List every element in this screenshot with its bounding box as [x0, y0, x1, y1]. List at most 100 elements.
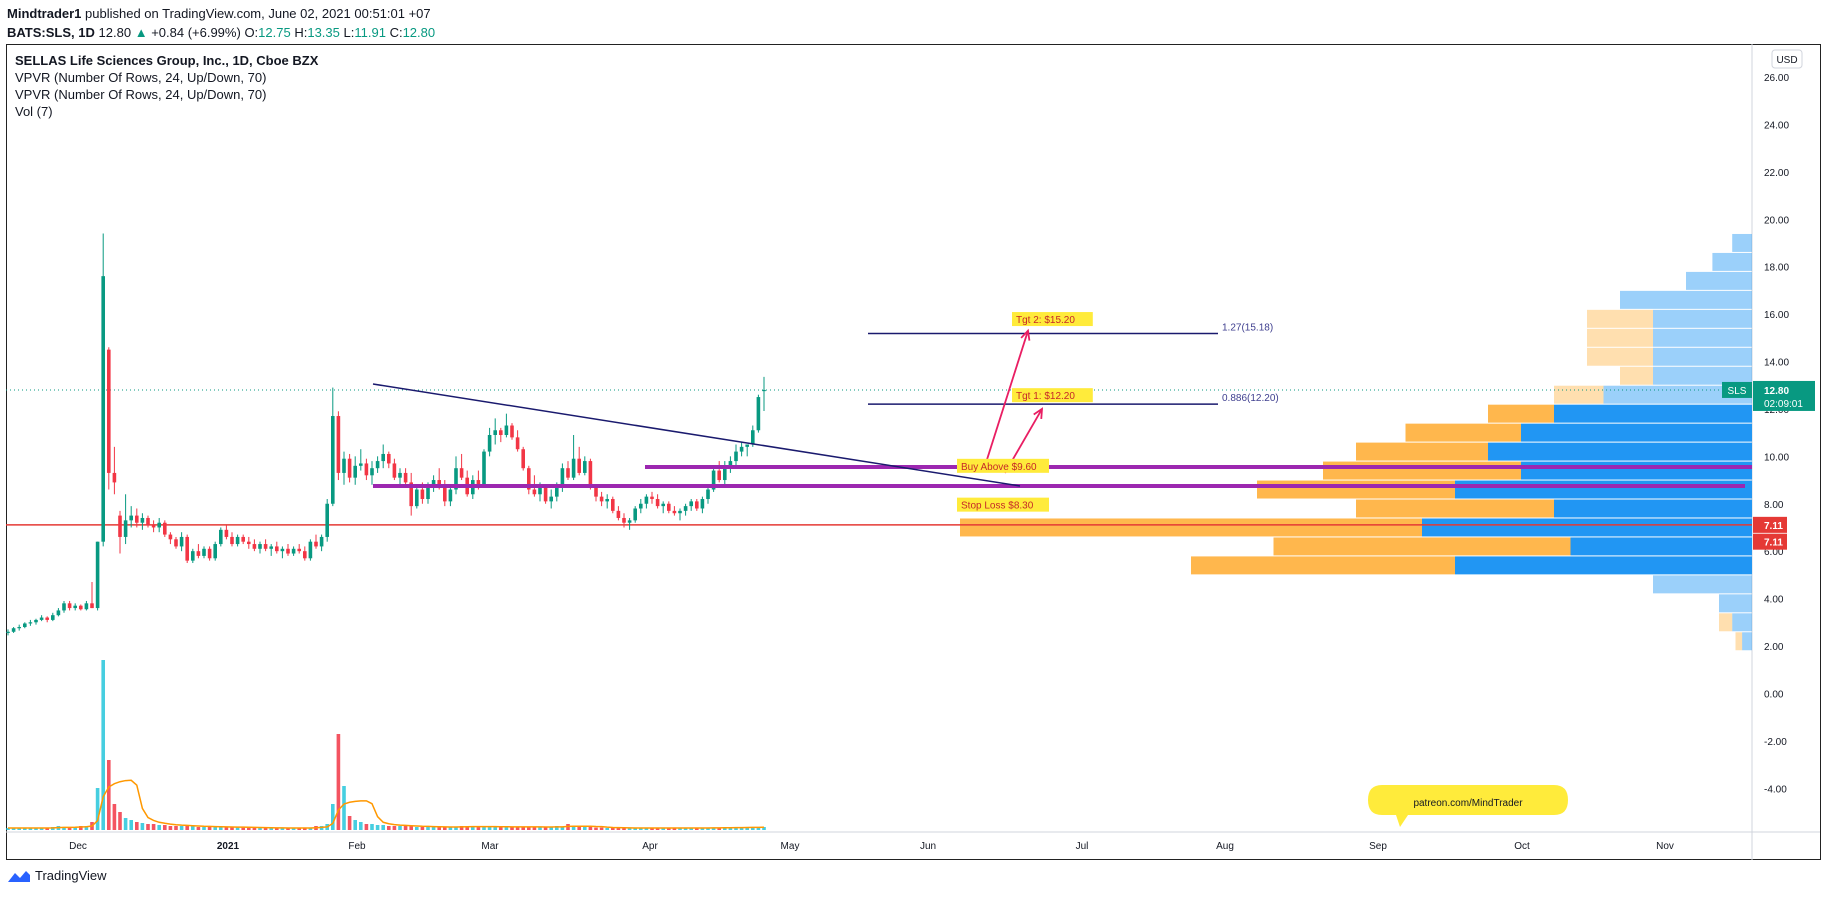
candle-body [118, 515, 122, 537]
volume-bar [398, 826, 402, 830]
candle-body [521, 449, 525, 469]
candle-body [639, 503, 643, 509]
candle-body [571, 458, 576, 478]
volume-bar [560, 827, 565, 830]
candle-body [700, 499, 705, 509]
chart-frame[interactable] [6, 44, 1821, 860]
candle-body [504, 425, 509, 435]
volume-bar [448, 827, 453, 830]
volume-bar [454, 827, 458, 830]
candle-body [213, 544, 217, 559]
candle-body [163, 522, 167, 535]
candle-body [39, 617, 44, 620]
last-price-tag: 12.80 [1764, 386, 1789, 397]
volume-profile-up-bar [1653, 309, 1752, 328]
volume-profile-down-bar [960, 518, 1422, 537]
volume-bar [224, 827, 229, 830]
candle-body [762, 389, 766, 392]
x-tick-label: Oct [1514, 841, 1530, 852]
candle-body [459, 468, 464, 478]
volume-bar [34, 828, 38, 830]
candle-body [711, 470, 716, 490]
x-tick-label: Jun [920, 841, 936, 852]
volume-profile-down-bar [1587, 309, 1653, 328]
volume-bar [79, 826, 83, 830]
volume-bar [711, 827, 716, 830]
ohlc-line: BATS:SLS, 1D 12.80 ▲ +0.84 (+6.99%) O:12… [7, 23, 435, 42]
open-label: O: [244, 25, 259, 40]
volume-bar [762, 827, 766, 830]
legend-title[interactable]: SELLAS Life Sciences Group, Inc., 1D, Cb… [15, 53, 319, 68]
volume-bar [616, 828, 621, 830]
author-name[interactable]: Mindtrader1 [7, 6, 82, 21]
volume-bar [459, 826, 464, 830]
candle-body [560, 468, 565, 488]
candle-body [280, 548, 285, 552]
candle-body [219, 529, 223, 545]
candle-body [616, 510, 621, 518]
volume-profile-up-bar [1653, 328, 1752, 347]
volume-profile-up-bar [1422, 518, 1752, 537]
candle-body [487, 434, 492, 452]
candle-body [689, 501, 693, 507]
volume-bar [655, 828, 660, 830]
x-tick-label: Apr [642, 841, 658, 852]
volume-bar [135, 822, 139, 830]
volume-bar [258, 828, 262, 830]
target-arrow-2 [984, 330, 1029, 467]
volume-bar [347, 816, 352, 830]
volume-bar [17, 828, 21, 830]
volume-bar [207, 827, 212, 830]
candle-body [247, 541, 251, 545]
candle-body [364, 463, 369, 476]
support-price-tag: 7.11 [1764, 521, 1783, 532]
volume-bar [107, 760, 111, 830]
legend-vpvr-2[interactable]: VPVR (Number Of Rows, 24, Up/Down, 70) [15, 87, 267, 102]
volume-bar [594, 827, 598, 830]
x-tick-label: Aug [1216, 841, 1234, 852]
volume-bar [168, 826, 173, 830]
volume-bar [611, 828, 615, 830]
volume-bar [431, 827, 436, 830]
volume-bar [291, 828, 296, 830]
x-tick-label: Jul [1076, 841, 1089, 852]
candle-body [303, 551, 307, 559]
candle-body [403, 472, 408, 483]
candle-body [342, 458, 346, 473]
legend-vol[interactable]: Vol (7) [15, 104, 53, 119]
y-tick-label: 20.00 [1764, 215, 1789, 226]
candle-body [555, 487, 559, 497]
volume-profile-down-bar [1191, 556, 1455, 575]
volume-bar [745, 827, 749, 830]
patreon-bubble [1368, 785, 1568, 827]
volume-bar [6, 828, 10, 830]
volume-profile-up-bar [1653, 347, 1752, 366]
volume-bar [728, 827, 733, 830]
candle-body [308, 541, 313, 559]
volume-bar [409, 826, 413, 830]
candle-body [135, 515, 139, 523]
volume-bar [235, 827, 240, 830]
footer-brand[interactable]: TradingView [7, 868, 107, 883]
candle-body [577, 458, 581, 473]
candle-body [515, 437, 520, 450]
legend-vpvr-1[interactable]: VPVR (Number Of Rows, 24, Up/Down, 70) [15, 70, 267, 85]
candle-body [241, 536, 245, 542]
volume-bar [387, 826, 391, 830]
target-1-label-bg [1012, 388, 1093, 403]
volume-bar [555, 826, 559, 830]
target-arrow-2-head [1020, 328, 1031, 341]
candle-body [107, 349, 111, 473]
volume-profile-up-bar [1712, 252, 1752, 271]
candle-body [146, 517, 150, 526]
candle-body [179, 536, 184, 547]
candle-body [476, 480, 481, 485]
candle-body [319, 536, 324, 547]
candle-body [599, 496, 604, 502]
support-price-tag: 7.11 [1764, 538, 1783, 549]
candle-body [392, 463, 397, 478]
candle-body [706, 489, 710, 500]
volume-bar [443, 827, 447, 830]
candle-body [286, 548, 290, 554]
